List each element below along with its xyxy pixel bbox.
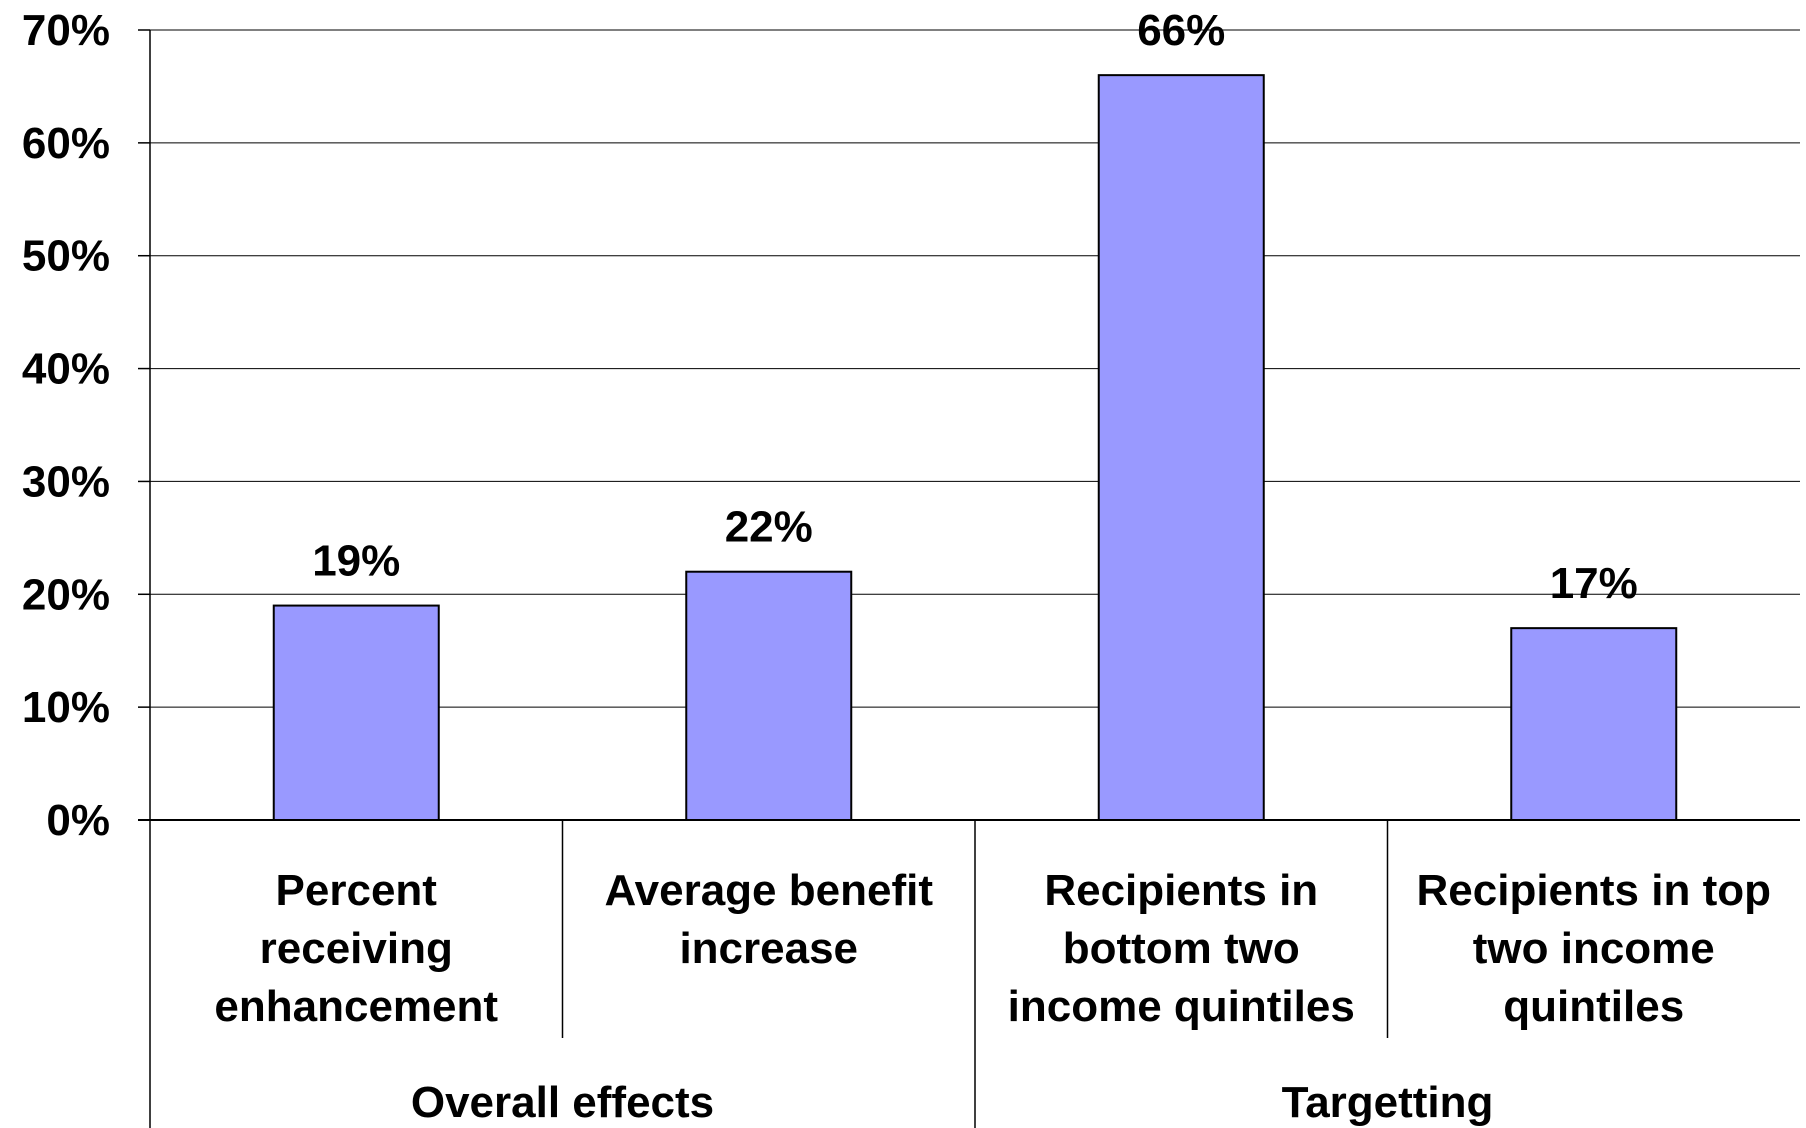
y-tick-label: 60% (22, 119, 110, 168)
category-label-line: income quintiles (1008, 982, 1355, 1031)
category-label-line: quintiles (1503, 982, 1684, 1031)
bars (272, 74, 1678, 822)
y-tick-label: 50% (22, 232, 110, 281)
category-labels: Percent receiving enhancement Average benef… (214, 866, 1771, 1031)
group-label: Overall effects (411, 1078, 714, 1127)
category-label-line: enhancement (214, 982, 498, 1031)
category-label: Recipients in top two income quintiles (1417, 866, 1771, 1031)
category-label-line: Percent (276, 866, 438, 915)
axes (138, 29, 1800, 1128)
data-label: 66% (1137, 6, 1225, 55)
y-tick-label: 40% (22, 345, 110, 394)
bar (1097, 74, 1265, 821)
category-label-line: Recipients in top (1417, 866, 1771, 915)
y-tick-label: 70% (22, 6, 110, 55)
category-label-line: bottom two (1063, 924, 1300, 973)
category-label-line: increase (679, 924, 858, 973)
group-labels: Overall effects Targetting (411, 1078, 1494, 1127)
category-label: Recipients in bottom two income quintiles (1008, 866, 1355, 1031)
category-label: Average benefit increase (605, 866, 934, 973)
y-tick-label: 30% (22, 457, 110, 506)
gridlines (150, 29, 1800, 708)
category-label-line: two income (1473, 924, 1715, 973)
y-axis-tick-labels: 0% 10% 20% 30% 40% 50% 60% 70% (22, 6, 110, 845)
bar (272, 604, 440, 821)
data-label: 19% (312, 537, 400, 586)
data-label: 17% (1550, 559, 1638, 608)
category-label: Percent receiving enhancement (214, 866, 498, 1031)
bar (685, 570, 853, 822)
y-tick-label: 0% (46, 796, 110, 845)
y-tick-label: 10% (22, 683, 110, 732)
category-label-line: Average benefit (605, 866, 934, 915)
bar (1510, 627, 1678, 822)
group-label: Targetting (1282, 1078, 1494, 1127)
data-label: 22% (725, 503, 813, 552)
category-label-line: receiving (260, 924, 453, 973)
category-label-line: Recipients in (1044, 866, 1318, 915)
y-tick-label: 20% (22, 570, 110, 619)
data-labels: 19% 22% 66% 17% (312, 6, 1638, 608)
